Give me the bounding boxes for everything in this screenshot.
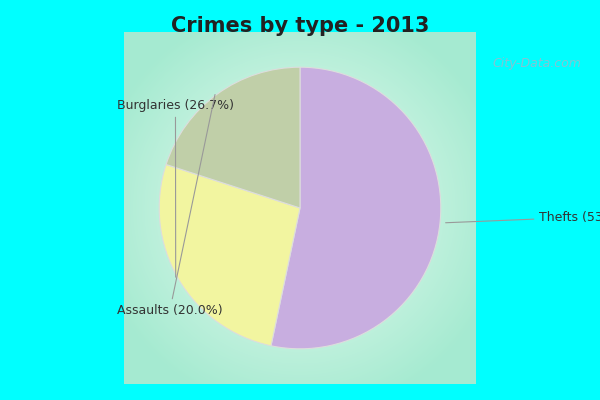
Wedge shape (271, 67, 441, 349)
Text: Thefts (53.3%): Thefts (53.3%) (446, 210, 600, 224)
Wedge shape (166, 67, 300, 208)
Wedge shape (159, 164, 300, 346)
Text: Burglaries (26.7%): Burglaries (26.7%) (117, 99, 234, 277)
Text: Crimes by type - 2013: Crimes by type - 2013 (171, 16, 429, 36)
Text: City-Data.com: City-Data.com (493, 57, 581, 70)
Text: Assaults (20.0%): Assaults (20.0%) (117, 94, 223, 317)
